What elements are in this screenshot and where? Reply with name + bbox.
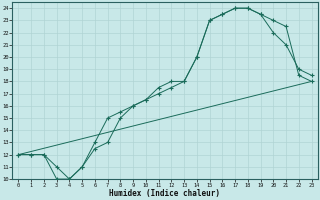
X-axis label: Humidex (Indice chaleur): Humidex (Indice chaleur) — [109, 189, 220, 198]
